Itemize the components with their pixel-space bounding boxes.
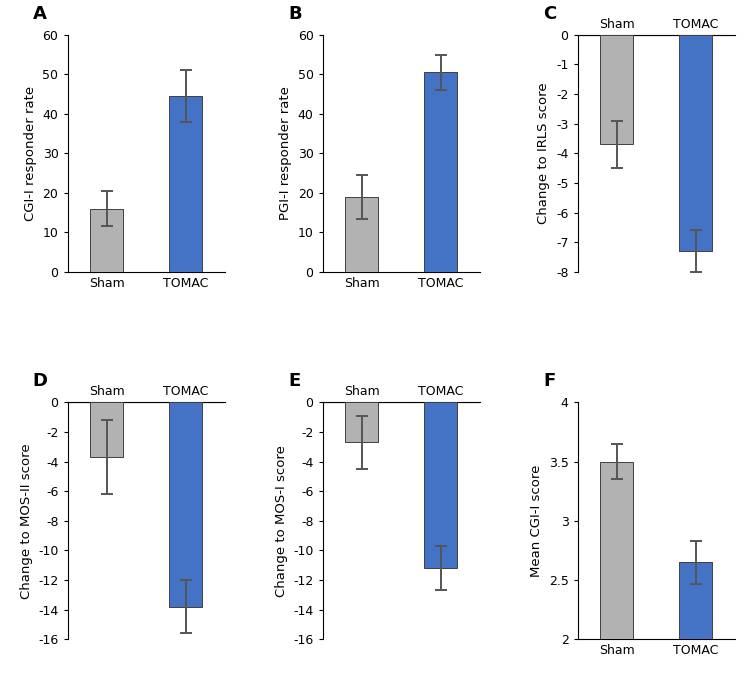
Bar [679, 562, 712, 695]
Text: A: A [33, 5, 46, 23]
Y-axis label: PGI-I responder rate: PGI-I responder rate [279, 86, 292, 220]
Text: B: B [288, 5, 302, 23]
Bar [601, 461, 634, 695]
Text: E: E [288, 373, 300, 391]
Text: D: D [33, 373, 48, 391]
Y-axis label: CGI-I responder rate: CGI-I responder rate [24, 85, 37, 221]
Bar [424, 402, 458, 569]
Bar [345, 197, 379, 272]
Y-axis label: Change to MOS-II score: Change to MOS-II score [20, 443, 32, 598]
Y-axis label: Change to MOS-I score: Change to MOS-I score [274, 445, 287, 597]
Bar [90, 208, 124, 272]
Text: F: F [543, 373, 555, 391]
Bar [424, 72, 458, 272]
Bar [345, 402, 379, 442]
Bar [601, 35, 634, 145]
Y-axis label: Change to IRLS score: Change to IRLS score [538, 83, 550, 224]
Bar [90, 402, 124, 457]
Bar [169, 96, 202, 272]
Text: C: C [543, 5, 556, 23]
Bar [679, 35, 712, 251]
Bar [169, 402, 202, 607]
Y-axis label: Mean CGI-I score: Mean CGI-I score [530, 465, 543, 577]
